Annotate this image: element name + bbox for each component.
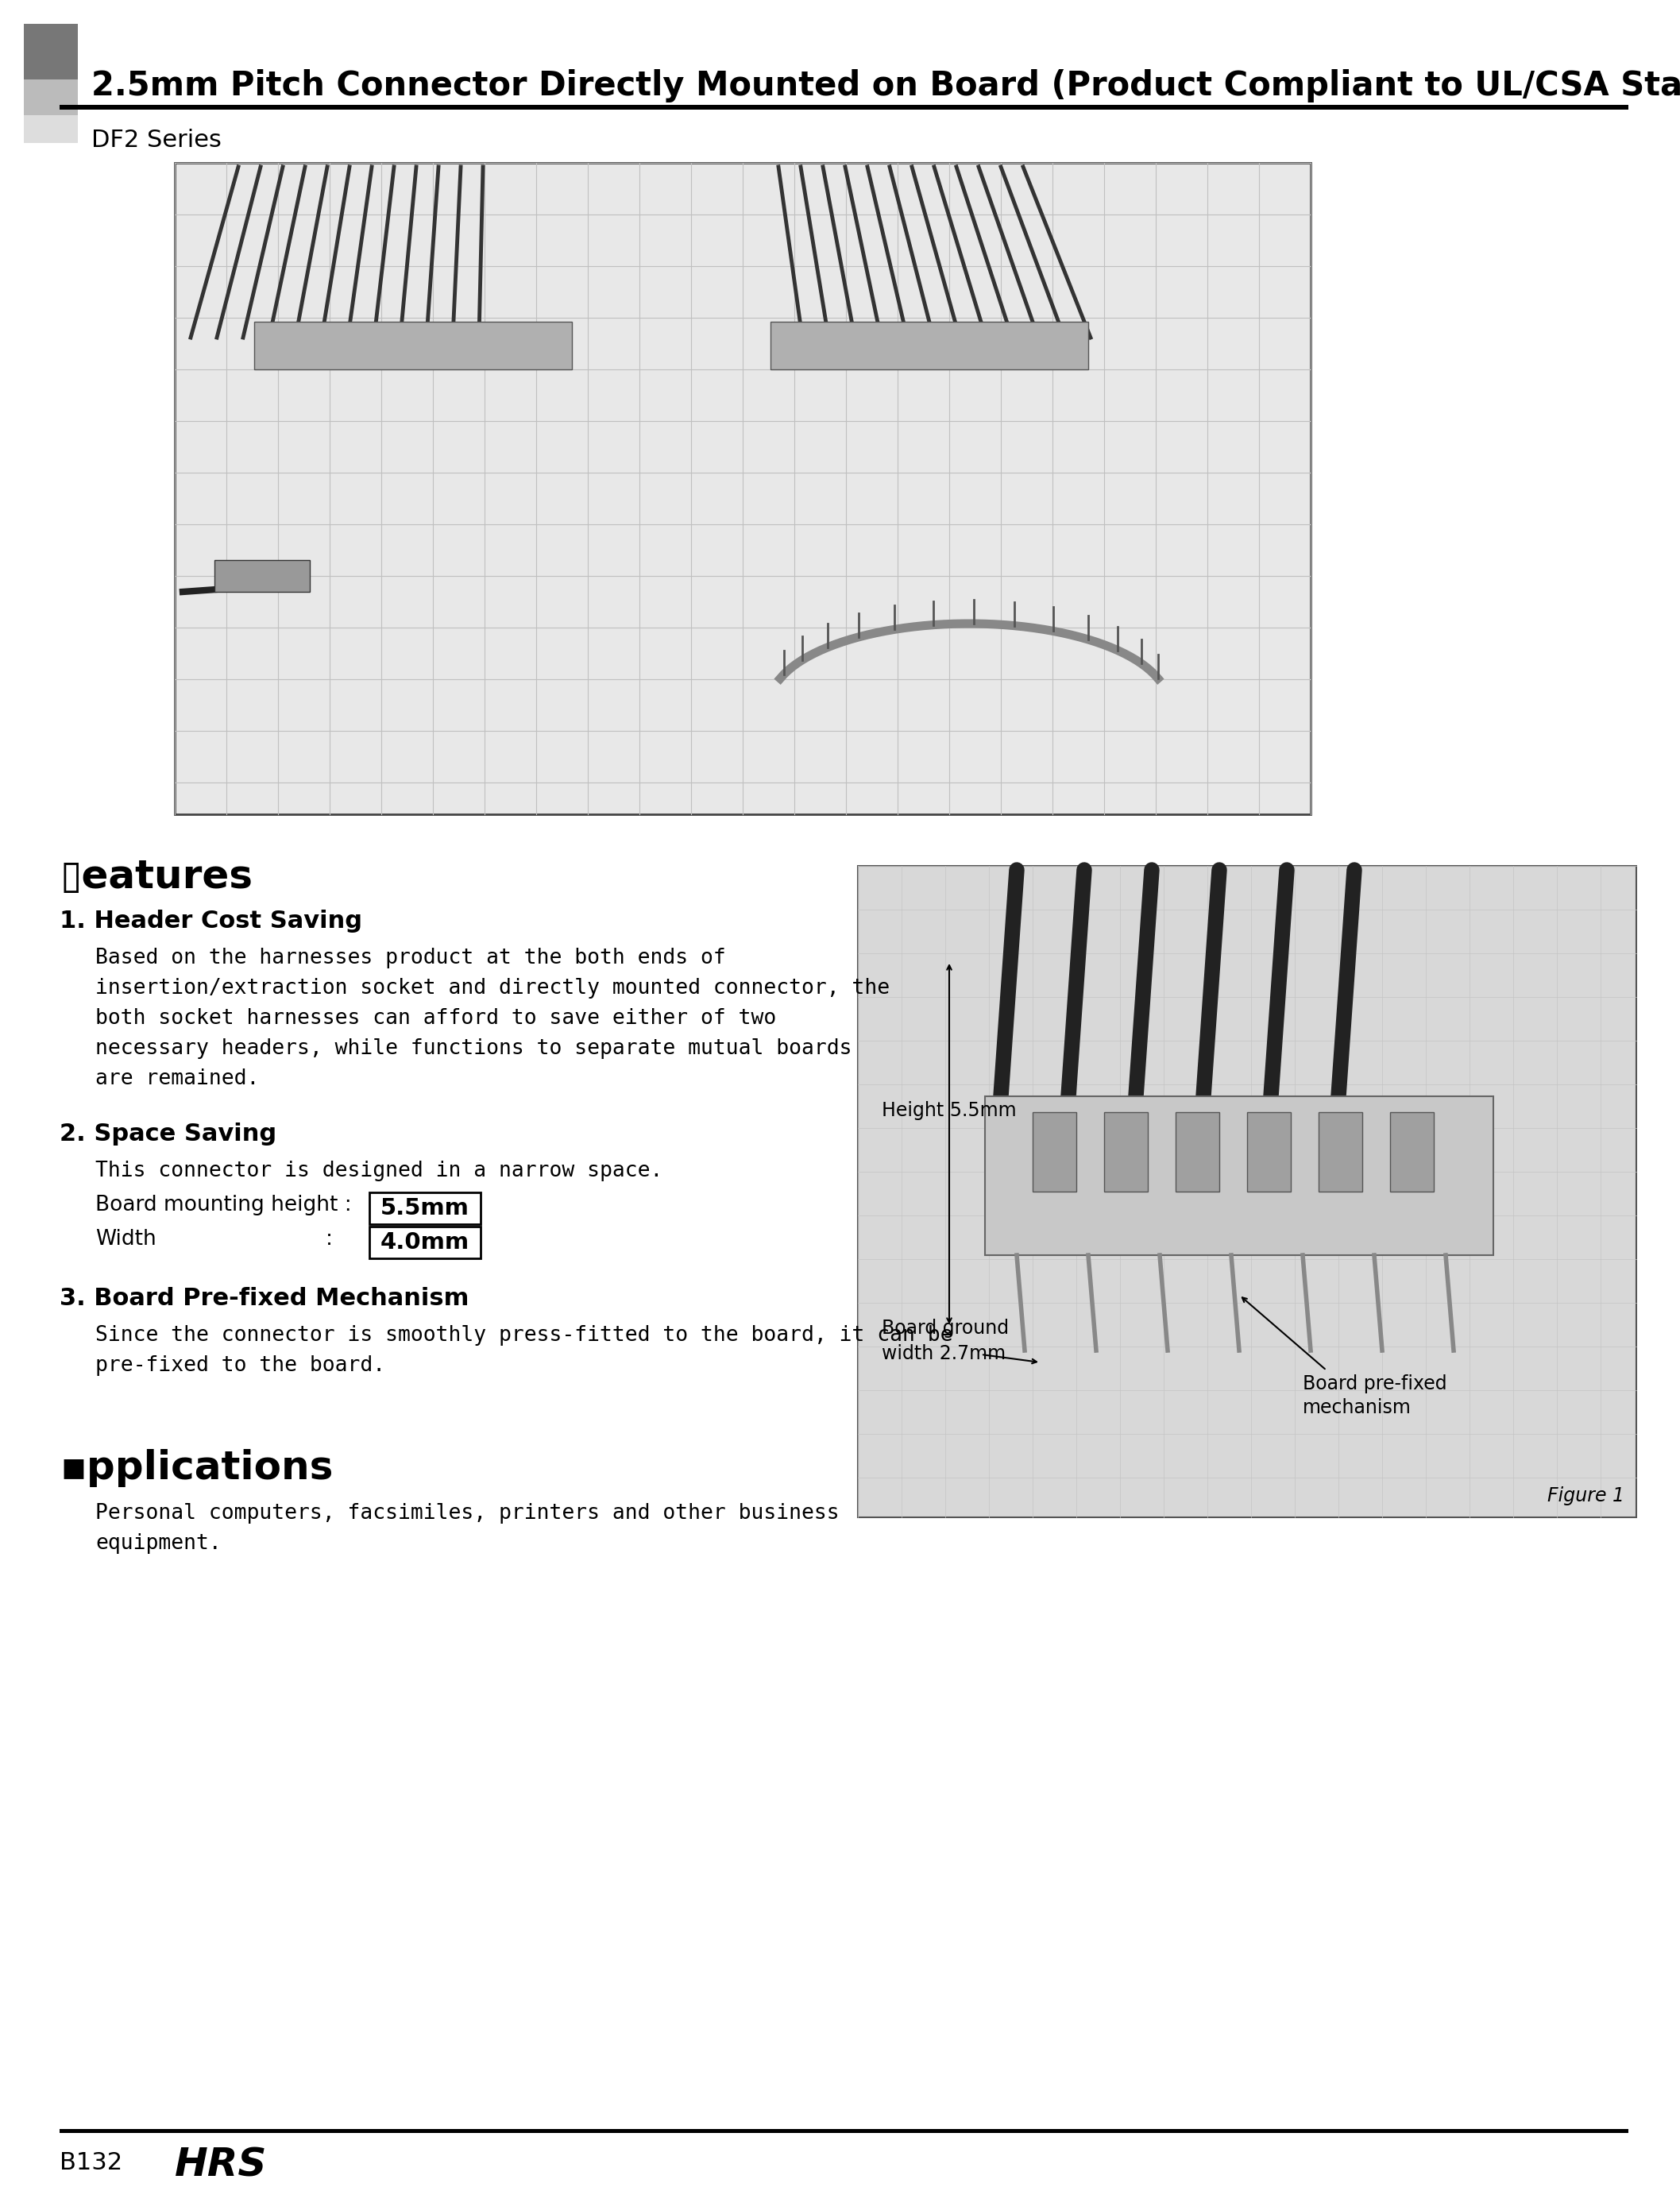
Text: pre-fixed to the board.: pre-fixed to the board. (96, 1356, 385, 1376)
Bar (215, 560, 309, 593)
Bar (24, 116, 77, 142)
Text: Figure 1: Figure 1 (1547, 1487, 1625, 1505)
Text: both socket harnesses can afford to save either of two: both socket harnesses can afford to save… (96, 1008, 776, 1028)
Bar (1389, 1113, 1433, 1192)
Bar (24, 79, 77, 140)
Bar (24, 24, 77, 103)
Text: 1. Header Cost Saving: 1. Header Cost Saving (59, 910, 363, 932)
Text: DF2 Series: DF2 Series (91, 129, 222, 151)
Text: 2.5mm Pitch Connector Directly Mounted on Board (Product Compliant to UL/CSA Sta: 2.5mm Pitch Connector Directly Mounted o… (91, 70, 1680, 103)
Text: This connector is designed in a narrow space.: This connector is designed in a narrow s… (96, 1161, 664, 1181)
Text: Width: Width (96, 1229, 156, 1249)
Text: mechanism: mechanism (1302, 1397, 1411, 1417)
Bar (858, 866, 1636, 1518)
Text: Personal computers, facsimiles, printers and other business: Personal computers, facsimiles, printers… (96, 1502, 840, 1524)
Text: 2. Space Saving: 2. Space Saving (59, 1122, 277, 1146)
Text: HRS: HRS (175, 2145, 267, 2185)
Text: ▪pplications: ▪pplications (59, 1450, 333, 1487)
Text: 3. Board Pre-fixed Mechanism: 3. Board Pre-fixed Mechanism (59, 1286, 469, 1310)
Text: necessary headers, while functions to separate mutual boards: necessary headers, while functions to se… (96, 1039, 852, 1059)
Bar (59, 105, 1628, 109)
Bar (370, 1192, 480, 1225)
Text: Board pre-fixed: Board pre-fixed (1302, 1373, 1446, 1393)
Text: Board ground: Board ground (882, 1319, 1010, 1338)
Text: are remained.: are remained. (96, 1069, 259, 1089)
Text: width 2.7mm: width 2.7mm (882, 1345, 1006, 1363)
Text: equipment.: equipment. (96, 1533, 222, 1553)
Bar (1319, 1113, 1362, 1192)
Text: Since the connector is smoothly press-fitted to the board, it can be: Since the connector is smoothly press-fi… (96, 1325, 953, 1345)
Bar (370, 1227, 480, 1258)
Text: :: : (326, 1229, 333, 1249)
Text: 4.0mm: 4.0mm (380, 1231, 469, 1253)
Bar (984, 1096, 1494, 1255)
Text: B132: B132 (59, 2152, 123, 2174)
Text: Board mounting height :: Board mounting height : (96, 1194, 351, 1216)
Bar (175, 162, 1310, 814)
Text: Height 5.5mm: Height 5.5mm (882, 1100, 1016, 1120)
Text: insertion/extraction socket and directly mounted connector, the: insertion/extraction socket and directly… (96, 978, 890, 999)
Text: Based on the harnesses product at the both ends of: Based on the harnesses product at the bo… (96, 947, 726, 969)
Text: 5.5mm: 5.5mm (381, 1196, 469, 1220)
Bar (771, 321, 1089, 370)
Bar (1033, 1113, 1077, 1192)
Bar (254, 321, 571, 370)
Bar (1104, 1113, 1147, 1192)
Bar (1176, 1113, 1220, 1192)
Bar (1247, 1113, 1290, 1192)
Bar (59, 2128, 1628, 2132)
Text: ▯eatures: ▯eatures (59, 857, 252, 897)
